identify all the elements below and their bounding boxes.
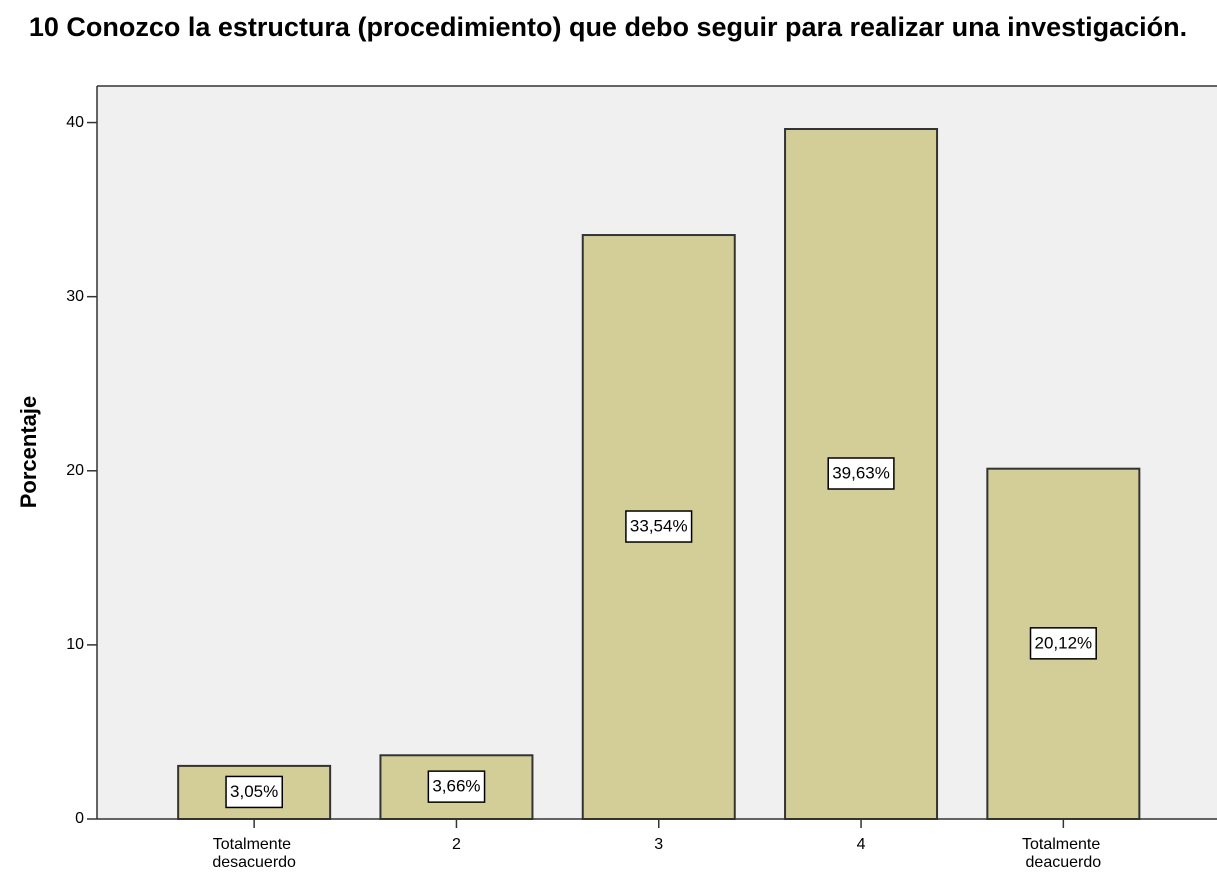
data-label: 39,63%: [832, 463, 890, 482]
chart-title: 10 Conozco la estructura (procedimiento)…: [29, 12, 1187, 42]
data-label: 3,05%: [230, 782, 278, 801]
y-tick-label: 0: [75, 810, 84, 827]
data-label: 3,66%: [432, 777, 480, 796]
data-label: 33,54%: [630, 517, 688, 536]
data-label-box: [225, 775, 284, 809]
y-tick-label: 30: [66, 288, 84, 305]
data-label-box: [625, 510, 693, 543]
x-tick-label: Totalmente deacuerdo: [1022, 836, 1105, 871]
y-tick-label: 10: [66, 636, 84, 653]
y-axis-label: Porcentaje: [16, 396, 41, 509]
data-label-box: [1029, 627, 1097, 660]
y-tick-label: 40: [66, 114, 84, 131]
x-tick-label: 3: [654, 836, 663, 853]
data-label-box: [827, 457, 895, 490]
x-tick-label: 4: [857, 836, 866, 853]
x-tick-label: 2: [452, 836, 461, 853]
x-tick-label: Totalmente desacuerdo: [212, 836, 296, 871]
y-tick-label: 20: [66, 462, 84, 479]
data-label: 20,12%: [1035, 633, 1093, 652]
data-label-box: [427, 770, 486, 803]
